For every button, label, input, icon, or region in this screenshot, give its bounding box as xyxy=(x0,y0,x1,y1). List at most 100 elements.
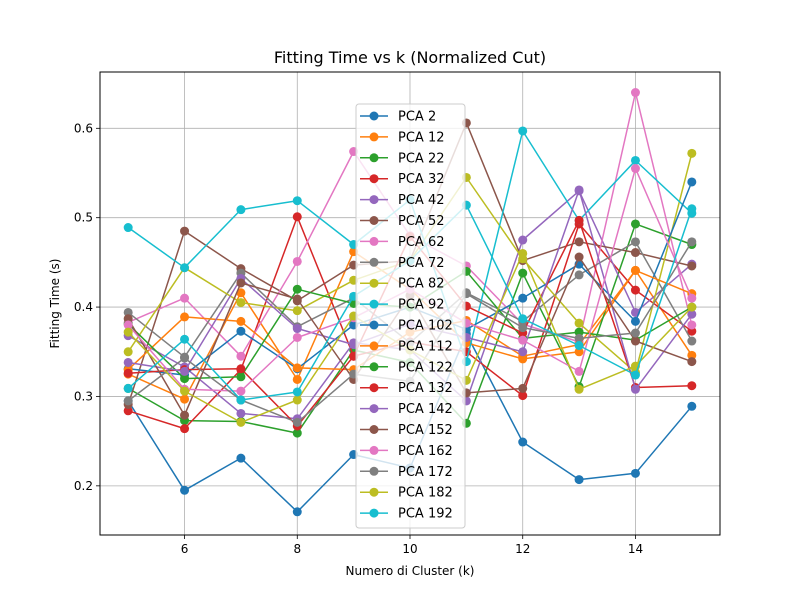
data-point-pca-52 xyxy=(180,226,190,236)
legend-label: PCA 132 xyxy=(398,381,453,396)
legend-marker xyxy=(369,487,379,497)
data-point-pca-32 xyxy=(123,406,133,416)
legend-item: PCA 22 xyxy=(360,151,444,166)
data-point-pca-162 xyxy=(518,335,528,345)
data-point-pca-82 xyxy=(687,148,697,158)
data-point-pca-142 xyxy=(630,384,640,394)
data-point-pca-152 xyxy=(180,410,190,420)
data-point-pca-82 xyxy=(123,347,133,357)
data-point-pca-2 xyxy=(236,453,246,463)
data-point-pca-182 xyxy=(574,384,584,394)
data-point-pca-92 xyxy=(236,205,246,215)
data-point-pca-2 xyxy=(687,401,697,411)
legend-item: PCA 132 xyxy=(360,381,453,396)
data-point-pca-42 xyxy=(518,235,528,245)
data-point-pca-172 xyxy=(123,396,133,406)
legend-label: PCA 182 xyxy=(398,486,453,501)
data-point-pca-132 xyxy=(687,381,697,391)
data-point-pca-12 xyxy=(574,347,584,357)
data-point-pca-12 xyxy=(292,374,302,384)
data-point-pca-112 xyxy=(180,312,190,322)
legend: PCA 2 PCA 12 PCA 22 PCA 32 PCA 42 PCA 52 PCA 6… xyxy=(355,103,466,529)
data-point-pca-172 xyxy=(518,323,528,333)
data-point-pca-172 xyxy=(687,237,697,247)
legend-label: PCA 122 xyxy=(398,360,453,375)
legend-label: PCA 22 xyxy=(398,151,444,166)
legend-item: PCA 72 xyxy=(360,256,444,271)
data-point-pca-162 xyxy=(687,293,697,303)
data-point-pca-32 xyxy=(292,212,302,222)
data-point-pca-22 xyxy=(630,219,640,229)
legend-marker xyxy=(369,111,379,121)
legend-marker xyxy=(369,362,379,372)
data-point-pca-72 xyxy=(687,336,697,346)
legend-label: PCA 72 xyxy=(398,256,444,271)
data-point-pca-192 xyxy=(123,383,133,393)
data-point-pca-132 xyxy=(236,364,246,374)
data-point-pca-72 xyxy=(630,237,640,247)
legend-marker xyxy=(369,216,379,225)
data-point-pca-52 xyxy=(574,237,584,247)
data-point-pca-62 xyxy=(236,351,246,361)
y-tick-label: 0.2 xyxy=(74,479,93,493)
legend-marker xyxy=(369,508,379,518)
legend-label: PCA 92 xyxy=(398,298,444,313)
legend-label: PCA 2 xyxy=(398,110,436,125)
legend-box xyxy=(355,103,466,529)
data-point-pca-162 xyxy=(236,386,246,396)
data-point-pca-82 xyxy=(574,318,584,328)
legend-marker xyxy=(369,466,379,476)
legend-item: PCA 62 xyxy=(360,235,444,250)
data-point-pca-82 xyxy=(292,306,302,316)
x-axis-label: Numero di Cluster (k) xyxy=(346,564,475,578)
legend-label: PCA 192 xyxy=(398,507,453,522)
data-point-pca-2 xyxy=(630,468,640,478)
legend-item: PCA 152 xyxy=(360,423,453,438)
data-point-pca-112 xyxy=(630,265,640,275)
x-tick-label: 12 xyxy=(515,542,530,556)
legend-item: PCA 112 xyxy=(360,339,453,354)
legend-label: PCA 82 xyxy=(398,277,444,292)
legend-label: PCA 52 xyxy=(398,214,444,229)
legend-marker xyxy=(369,445,379,455)
legend-marker xyxy=(369,132,379,142)
data-point-pca-192 xyxy=(518,314,528,324)
legend-marker xyxy=(369,174,379,184)
data-point-pca-52 xyxy=(687,261,697,271)
data-point-pca-102 xyxy=(687,177,697,187)
data-point-pca-192 xyxy=(630,370,640,380)
data-point-pca-32 xyxy=(180,424,190,434)
data-point-pca-192 xyxy=(180,334,190,344)
legend-marker xyxy=(369,195,379,205)
legend-marker xyxy=(369,257,379,267)
data-point-pca-182 xyxy=(123,327,133,337)
legend-label: PCA 142 xyxy=(398,402,453,417)
data-point-pca-62 xyxy=(687,320,697,330)
data-point-pca-12 xyxy=(236,288,246,298)
legend-item: PCA 142 xyxy=(360,402,453,417)
data-point-pca-192 xyxy=(574,341,584,351)
data-point-pca-122 xyxy=(292,284,302,294)
data-point-pca-152 xyxy=(574,252,584,262)
data-point-pca-152 xyxy=(518,383,528,393)
data-point-pca-72 xyxy=(123,307,133,317)
data-point-pca-142 xyxy=(687,309,697,319)
legend-item: PCA 122 xyxy=(360,360,453,375)
data-point-pca-192 xyxy=(236,395,246,405)
data-point-pca-2 xyxy=(292,507,302,517)
legend-label: PCA 152 xyxy=(398,423,453,438)
data-point-pca-182 xyxy=(518,248,528,258)
data-point-pca-32 xyxy=(630,285,640,295)
legend-marker xyxy=(369,236,379,246)
legend-label: PCA 32 xyxy=(398,172,444,187)
data-point-pca-92 xyxy=(123,223,133,233)
data-point-pca-182 xyxy=(180,386,190,396)
data-point-pca-142 xyxy=(123,357,133,367)
legend-item: PCA 162 xyxy=(360,444,453,459)
data-point-pca-152 xyxy=(292,294,302,304)
y-tick-label: 0.5 xyxy=(74,211,93,225)
x-tick-label: 6 xyxy=(181,542,189,556)
data-point-pca-142 xyxy=(518,347,528,357)
chart-title: Fitting Time vs k (Normalized Cut) xyxy=(274,48,546,67)
